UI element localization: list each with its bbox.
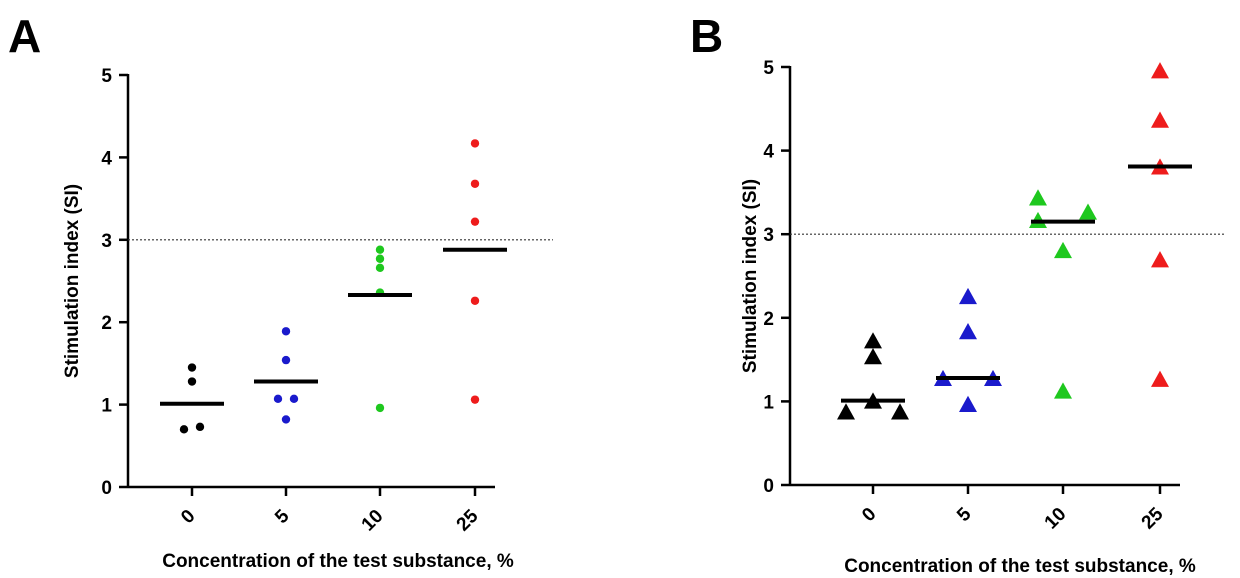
data-point bbox=[289, 394, 299, 404]
chart-panel-b: 0 1 2 3 4 5 0 5 10 25 Stimulation index (SI) Con… bbox=[740, 58, 1226, 577]
data-point bbox=[959, 323, 977, 340]
x-tick-label: 25 bbox=[453, 505, 483, 535]
y-tick-label: 5 bbox=[763, 58, 774, 79]
data-point bbox=[375, 254, 385, 263]
data-point bbox=[891, 403, 909, 420]
y-tick-label: 2 bbox=[763, 309, 774, 330]
data-point bbox=[281, 355, 291, 365]
data-point bbox=[375, 263, 385, 273]
data-point bbox=[179, 425, 189, 434]
data-point bbox=[864, 332, 882, 349]
data-point bbox=[273, 394, 283, 404]
x-ticks-b: 0 5 10 25 bbox=[858, 485, 1168, 533]
y-tick-label: 4 bbox=[101, 148, 112, 169]
data-point bbox=[281, 327, 291, 336]
data-point bbox=[375, 245, 385, 254]
data-point bbox=[470, 395, 480, 404]
data-points-a bbox=[179, 139, 480, 434]
x-tick-label: 10 bbox=[1041, 504, 1071, 534]
y-tick-label: 3 bbox=[763, 225, 774, 246]
data-point bbox=[1151, 62, 1169, 79]
data-point bbox=[864, 348, 882, 365]
y-tick-label: 2 bbox=[101, 313, 112, 334]
data-point bbox=[470, 217, 480, 226]
panel-label-a: A bbox=[8, 10, 41, 62]
x-axis-label-a: Concentration of the test substance, % bbox=[162, 551, 514, 572]
data-point bbox=[195, 422, 205, 432]
y-tick-label: 1 bbox=[101, 396, 112, 417]
axes-a bbox=[126, 74, 495, 489]
data-point bbox=[1054, 382, 1072, 399]
x-tick-label: 0 bbox=[177, 506, 199, 528]
data-points-b bbox=[837, 62, 1169, 420]
x-axis-label-b: Concentration of the test substance, % bbox=[844, 556, 1196, 577]
x-tick-label: 10 bbox=[358, 506, 388, 536]
data-point bbox=[1029, 189, 1047, 206]
chart-panel-a: 0 1 2 3 4 5 0 5 10 25 Stimulation index (SI) Con… bbox=[62, 66, 553, 572]
data-point bbox=[470, 179, 480, 188]
data-point bbox=[1151, 251, 1169, 268]
axes-b bbox=[788, 66, 1180, 487]
data-point bbox=[837, 403, 855, 420]
data-point bbox=[470, 296, 480, 305]
median-bars-b bbox=[841, 164, 1192, 403]
y-ticks-b: 0 1 2 3 4 5 bbox=[763, 58, 790, 497]
data-point bbox=[959, 287, 977, 305]
y-axis-label-b: Stimulation index (SI) bbox=[740, 179, 761, 373]
y-tick-label: 4 bbox=[763, 142, 774, 163]
data-point bbox=[1151, 370, 1169, 387]
x-ticks-a: 0 5 10 25 bbox=[177, 487, 483, 535]
median-bars-a bbox=[160, 247, 507, 406]
data-point bbox=[1151, 111, 1169, 128]
y-axis-label-a: Stimulation index (SI) bbox=[62, 184, 83, 378]
y-tick-label: 0 bbox=[101, 478, 112, 499]
y-ticks-a: 0 1 2 3 4 5 bbox=[101, 66, 128, 499]
y-tick-label: 3 bbox=[101, 231, 112, 252]
data-point bbox=[281, 415, 291, 424]
x-tick-label: 0 bbox=[858, 504, 880, 526]
data-point bbox=[187, 377, 197, 386]
data-point bbox=[187, 363, 197, 372]
data-point bbox=[1054, 241, 1072, 259]
y-tick-label: 1 bbox=[763, 392, 774, 413]
data-point bbox=[470, 139, 480, 148]
data-point bbox=[959, 395, 977, 412]
y-tick-label: 5 bbox=[101, 66, 112, 87]
x-tick-label: 25 bbox=[1138, 503, 1168, 533]
data-point bbox=[1079, 203, 1097, 220]
x-tick-label: 5 bbox=[271, 505, 294, 528]
data-point bbox=[375, 403, 385, 413]
panel-label-b: B bbox=[690, 10, 723, 62]
y-tick-label: 0 bbox=[763, 476, 774, 497]
x-tick-label: 5 bbox=[953, 503, 976, 526]
